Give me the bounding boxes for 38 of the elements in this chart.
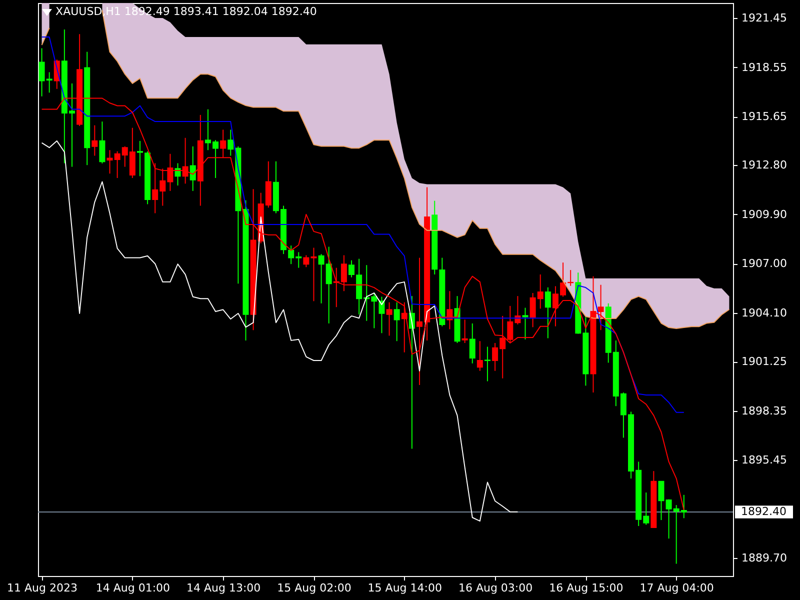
y-tick-label: 1901.25 <box>742 355 787 368</box>
x-tick-label: 15 Aug 02:00 <box>277 582 352 594</box>
y-tick-label: 1898.35 <box>742 404 787 418</box>
candlestick <box>476 340 483 372</box>
candlestick <box>92 124 98 156</box>
x-tick-label: 11 Aug 2023 <box>7 582 78 594</box>
candlestick <box>220 129 226 158</box>
candlestick <box>522 307 528 340</box>
candlestick <box>598 284 604 331</box>
y-tick-label: 1912.80 <box>742 158 787 172</box>
y-tick-label: 1889.70 <box>742 551 787 564</box>
x-tick-label: 16 Aug 03:00 <box>458 582 533 594</box>
y-tick-label: 1907.00 <box>742 257 787 270</box>
x-tick-label: 16 Aug 15:00 <box>549 582 624 594</box>
x-tick-label: 14 Aug 01:00 <box>96 582 170 594</box>
candlestick <box>462 319 468 344</box>
x-tick-label: 14 Aug 13:00 <box>186 582 261 594</box>
line-series <box>41 140 518 522</box>
candlestick <box>658 480 664 521</box>
y-tick-label: 1909.90 <box>742 208 787 221</box>
candlestick <box>386 302 392 336</box>
candlestick <box>469 322 476 364</box>
candlestick <box>544 286 551 339</box>
x-tick-label: 15 Aug 14:00 <box>368 582 442 594</box>
y-tick-label: 1904.10 <box>742 306 787 320</box>
y-tick-label: 1915.65 <box>742 110 787 124</box>
ref-line-label: 1892.40 <box>741 505 786 518</box>
line-series <box>41 36 684 413</box>
y-tick-label: 1921.45 <box>742 11 787 24</box>
candlestick <box>394 302 400 342</box>
candlestick <box>174 162 181 186</box>
candlestick <box>228 129 234 156</box>
y-tick-label: 1895.45 <box>742 454 787 467</box>
candlestick <box>99 121 106 164</box>
y-tick-label: 1918.55 <box>742 60 787 74</box>
candlestick <box>190 146 196 192</box>
candlestick <box>484 346 490 382</box>
x-tick-label: 17 Aug 04:00 <box>640 582 714 594</box>
